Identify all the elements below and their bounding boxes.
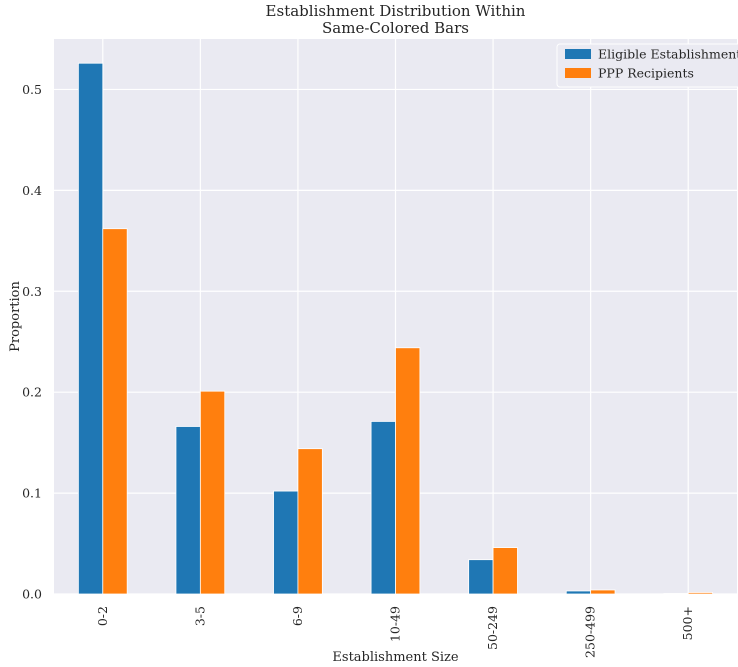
x-tick-label: 50-249 xyxy=(485,606,500,650)
bar-ppp xyxy=(297,448,323,595)
x-axis-label: Establishment Size xyxy=(332,650,458,665)
x-tick-label: 250-499 xyxy=(583,606,598,658)
bar-eligible xyxy=(273,490,299,595)
bar-eligible xyxy=(565,590,592,595)
bar-eligible xyxy=(663,593,689,595)
bar-eligible xyxy=(77,62,104,595)
legend-box xyxy=(556,43,738,88)
bar-ppp xyxy=(102,228,128,595)
bar-ppp xyxy=(590,589,616,595)
bar-eligible xyxy=(175,426,201,595)
legend: Eligible Establishments PPP Recipients xyxy=(556,43,738,88)
legend-swatch-ppp xyxy=(565,68,591,78)
bar-eligible xyxy=(370,421,396,595)
legend-label-ppp: PPP Recipients xyxy=(598,66,694,81)
legend-label-eligible: Eligible Establishments xyxy=(598,47,738,62)
bars xyxy=(77,62,714,595)
bar-ppp xyxy=(687,592,714,595)
x-tick-label: 6-9 xyxy=(290,606,305,626)
bar-ppp xyxy=(492,547,518,595)
y-tick-label: 0.1 xyxy=(22,486,42,501)
chart-title-line-1: Establishment Distribution Within xyxy=(266,2,526,20)
y-tick-label: 0.0 xyxy=(22,587,42,602)
x-axis-ticks: 0-2 3-5 6-9 10-49 50-249 250-499 500+ xyxy=(95,606,695,658)
chart-title-line-2: Same-Colored Bars xyxy=(322,19,469,37)
x-tick-label: 10-49 xyxy=(388,606,403,642)
y-tick-label: 0.2 xyxy=(22,385,42,400)
legend-swatch-eligible xyxy=(565,49,591,59)
x-tick-label: 0-2 xyxy=(95,606,110,626)
y-tick-label: 0.3 xyxy=(22,284,42,299)
y-tick-label: 0.4 xyxy=(22,183,42,198)
y-axis-ticks: 0.0 0.1 0.2 0.3 0.4 0.5 xyxy=(22,82,42,602)
x-tick-label: 3-5 xyxy=(192,606,207,626)
bar-ppp xyxy=(199,390,226,595)
bar-eligible xyxy=(468,559,494,595)
y-axis-label: Proportion xyxy=(8,281,23,352)
y-tick-label: 0.5 xyxy=(22,82,42,97)
bar-ppp xyxy=(395,347,421,595)
x-tick-label: 500+ xyxy=(680,606,695,640)
